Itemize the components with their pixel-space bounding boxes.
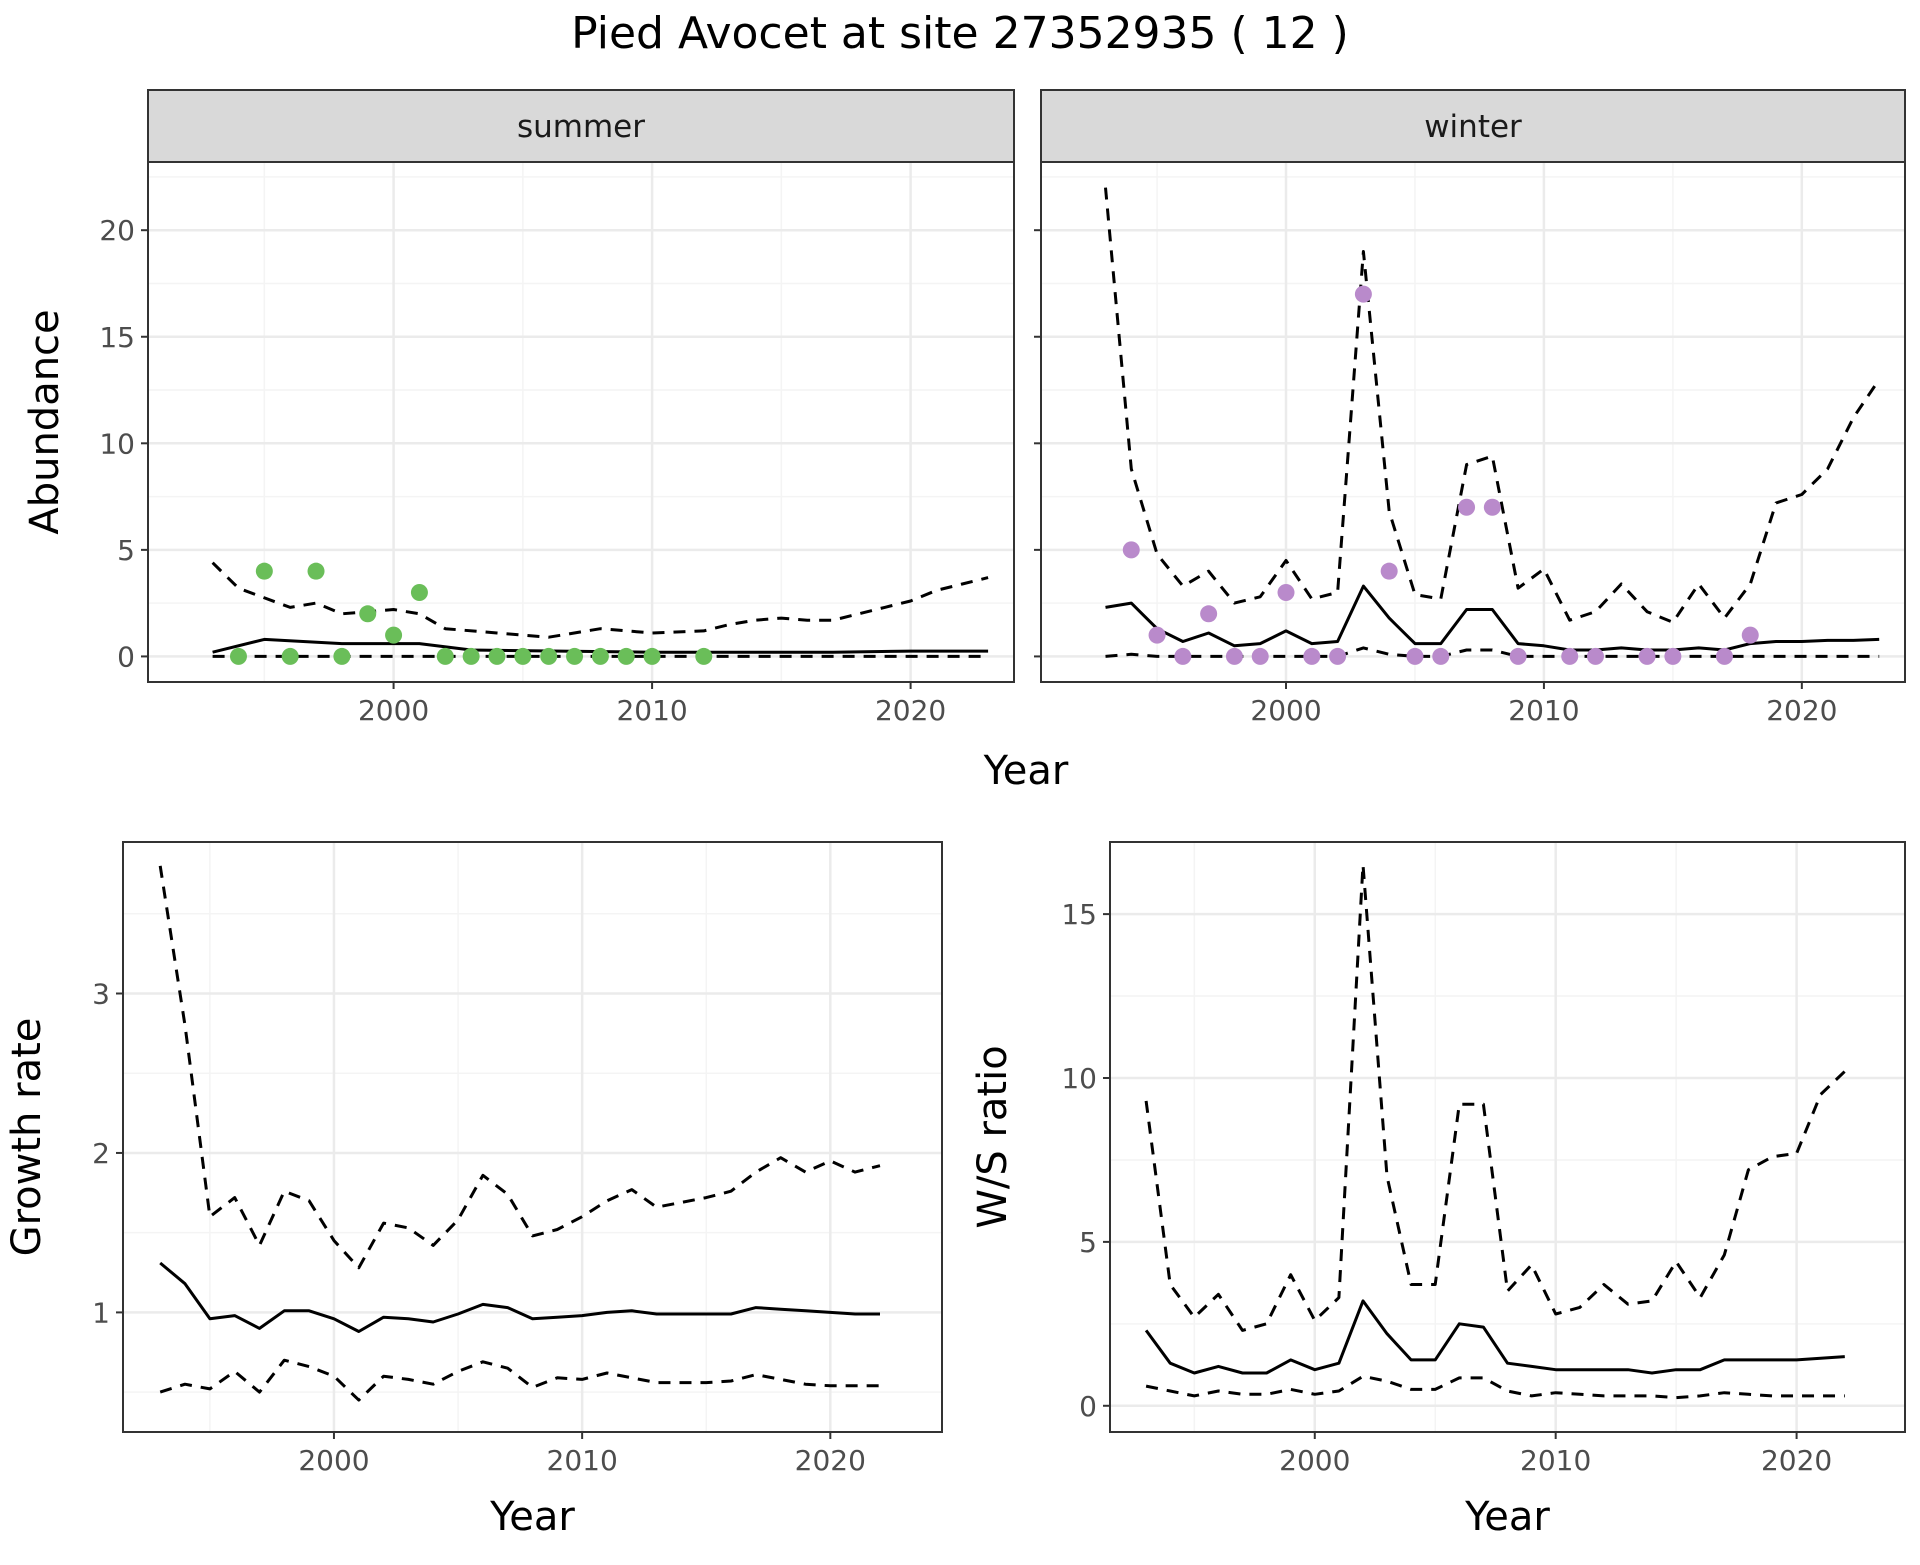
panel-border (1109, 841, 1906, 1433)
y-tick-label: 0 (1079, 1390, 1097, 1423)
x-axis-title: Year (489, 1494, 575, 1540)
x-tick-label: 2000 (1250, 694, 1321, 727)
data-point (1277, 583, 1295, 601)
data-point (359, 605, 377, 623)
interval-line-2 (159, 1358, 880, 1402)
panel-background (123, 842, 942, 1432)
estimate-line-0 (159, 1261, 880, 1333)
y-tick-label: 5 (1079, 1226, 1097, 1259)
data-point (333, 647, 351, 665)
data-point (281, 647, 299, 665)
x-tick-label: 2010 (616, 694, 687, 727)
data-point (591, 647, 609, 665)
y-axis-title: Abundance (22, 309, 68, 534)
data-point (1509, 647, 1527, 665)
data-point (410, 583, 428, 601)
facet-strip (1040, 89, 1906, 163)
y-tick-label: 10 (1061, 1062, 1097, 1095)
data-point (1225, 647, 1243, 665)
data-point (1458, 498, 1476, 516)
data-point (1200, 605, 1218, 623)
x-tick-label: 2020 (1761, 1444, 1832, 1477)
data-point (1483, 498, 1501, 516)
facet-strip-label: summer (517, 109, 645, 145)
data-point (385, 626, 403, 644)
data-point (1561, 647, 1579, 665)
x-axis-title: Year (983, 748, 1069, 794)
data-point (1664, 647, 1682, 665)
y-tick-label: 15 (1061, 898, 1097, 931)
estimate-line-0 (1144, 1299, 1845, 1375)
data-point (1638, 647, 1656, 665)
interval-line-1 (1144, 863, 1846, 1332)
x-tick-label: 2010 (1520, 1444, 1591, 1477)
x-tick-label: 2000 (298, 1444, 369, 1477)
facet-strip (147, 89, 1015, 163)
x-tick-label: 2020 (875, 694, 946, 727)
x-tick-label: 2020 (1766, 694, 1837, 727)
panel-background (1041, 162, 1905, 682)
data-point (643, 647, 661, 665)
facet-strip-label: winter (1424, 109, 1522, 145)
x-tick-label: 2010 (547, 1444, 618, 1477)
y-tick-label: 10 (99, 427, 135, 460)
data-point (566, 647, 584, 665)
y-tick-label: 5 (117, 534, 135, 567)
x-tick-label: 2010 (1508, 694, 1579, 727)
panel-background (1110, 842, 1905, 1432)
data-point (1380, 562, 1398, 580)
data-point (255, 562, 273, 580)
data-point (1406, 647, 1424, 665)
x-tick-label: 2000 (358, 694, 429, 727)
data-point (1432, 647, 1450, 665)
y-tick-label: 1 (92, 1296, 110, 1329)
panel-summer: summer 2000 2010 2020 0 5 10 15 20 Abundance (22, 89, 1015, 727)
data-point (1122, 541, 1140, 559)
x-tick-label: 2000 (1279, 1444, 1350, 1477)
y-axis-title: Growth rate (4, 1018, 50, 1257)
panel-ratio: 2000 2010 2020 0 5 10 15 Year W/S ratio (970, 841, 1906, 1540)
data-point (229, 647, 247, 665)
data-point (1303, 647, 1321, 665)
y-tick-label: 15 (99, 321, 135, 354)
data-point (540, 647, 558, 665)
y-tick-label: 2 (92, 1137, 110, 1170)
data-point (462, 647, 480, 665)
data-point (1587, 647, 1605, 665)
y-tick-label: 20 (99, 214, 135, 247)
data-point (695, 647, 713, 665)
chart-title: Pied Avocet at site 27352935 ( 12 ) (571, 8, 1349, 59)
x-tick-label: 2020 (795, 1444, 866, 1477)
interval-line-1 (211, 561, 989, 639)
data-point (488, 647, 506, 665)
data-point (1251, 647, 1269, 665)
data-point (514, 647, 532, 665)
panel-growth: 2000 2010 2020 1 2 3 Year Growth rate (4, 841, 943, 1540)
data-point (1715, 647, 1733, 665)
panel-border (122, 841, 943, 1433)
data-point (307, 562, 325, 580)
data-point (1354, 285, 1372, 303)
interval-line-2 (1145, 1374, 1845, 1400)
data-point (1741, 626, 1759, 644)
panel-winter: winter 2000 2010 2020 Year (983, 89, 1906, 794)
data-point (617, 647, 635, 665)
y-tick-label: 0 (117, 640, 135, 673)
x-axis-title: Year (1464, 1494, 1550, 1540)
data-point (1329, 647, 1347, 665)
interval-line-1 (158, 865, 881, 1270)
y-axis-title: W/S ratio (970, 1045, 1016, 1228)
y-tick-label: 3 (92, 977, 110, 1010)
data-point (1174, 647, 1192, 665)
panel-background (148, 162, 1014, 682)
interval-line-1 (1104, 187, 1881, 624)
data-point (1148, 626, 1166, 644)
data-point (436, 647, 454, 665)
